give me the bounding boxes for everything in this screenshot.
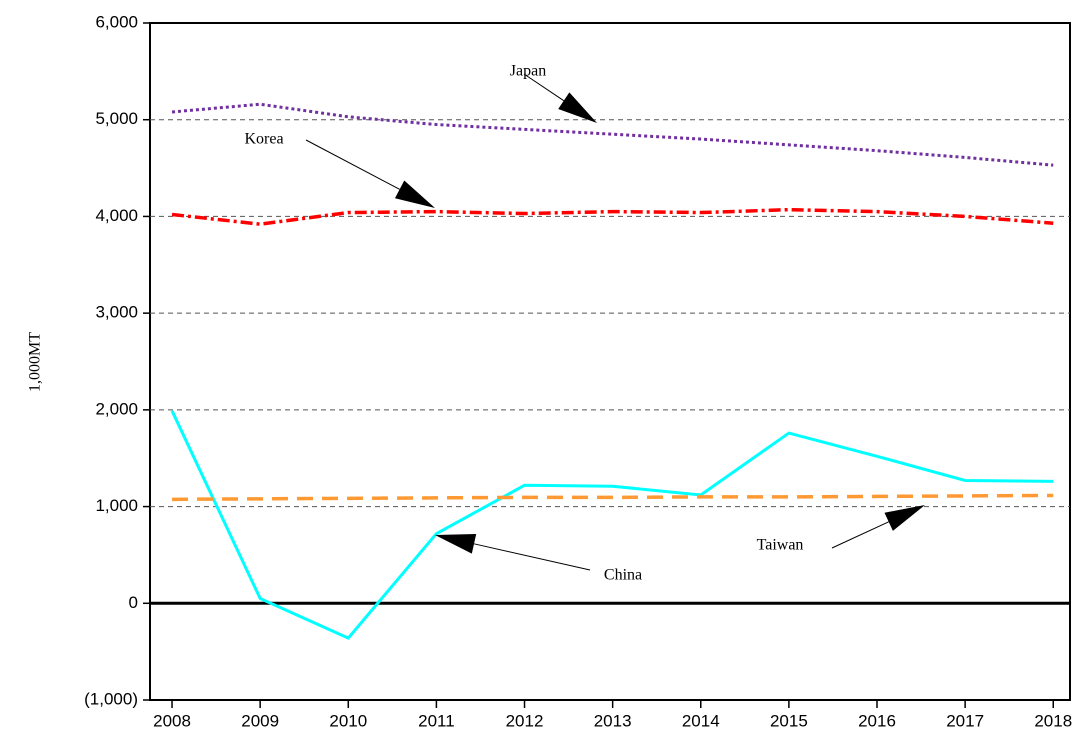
annotation-arrow-head: [558, 92, 597, 123]
series-line: [172, 493, 1054, 502]
annotation-label: Taiwan: [757, 537, 804, 554]
y-tick-label: 2,000: [95, 399, 138, 418]
x-tick-label: 2017: [946, 711, 984, 730]
y-tick-label: 4,000: [95, 206, 138, 225]
plot-frame: [149, 22, 1071, 701]
y-tick-label: 6,000: [95, 12, 138, 31]
series-line: [170, 410, 1054, 640]
annotation-arrow-head: [884, 505, 925, 531]
y-tick-label: 5,000: [95, 109, 138, 128]
x-tick-label: 2014: [682, 711, 720, 730]
series-line: [171, 207, 1054, 226]
annotation-arrow-line: [831, 521, 889, 549]
annotation-arrow-line: [305, 139, 400, 190]
x-tick-label: 2011: [418, 711, 455, 730]
annotation-arrow-line: [523, 73, 565, 102]
x-tick-label: 2008: [153, 711, 191, 730]
annotation-label: Korea: [244, 131, 283, 148]
annotation-arrow-line: [473, 543, 591, 571]
x-tick-label: 2010: [329, 711, 367, 730]
x-tick-label: 2009: [241, 711, 279, 730]
x-tick-label: 2013: [594, 711, 632, 730]
x-tick-label: 2016: [858, 711, 896, 730]
annotation-label: Japan: [510, 63, 546, 80]
y-tick-label: (1,000): [84, 689, 138, 708]
x-tick-label: 2012: [506, 711, 544, 730]
y-tick-label: 1,000: [95, 496, 138, 515]
y-axis-label: 1,000MT: [27, 332, 44, 392]
y-tick-label: 0: [129, 593, 138, 612]
annotation-arrow-head: [435, 534, 477, 554]
y-tick-label: 3,000: [95, 303, 138, 322]
annotation-label: China: [604, 567, 642, 584]
x-tick-label: 2015: [770, 711, 808, 730]
annotation-arrow-head: [394, 180, 435, 208]
series-line: [171, 102, 1054, 167]
x-tick-label: 2018: [1034, 711, 1072, 730]
